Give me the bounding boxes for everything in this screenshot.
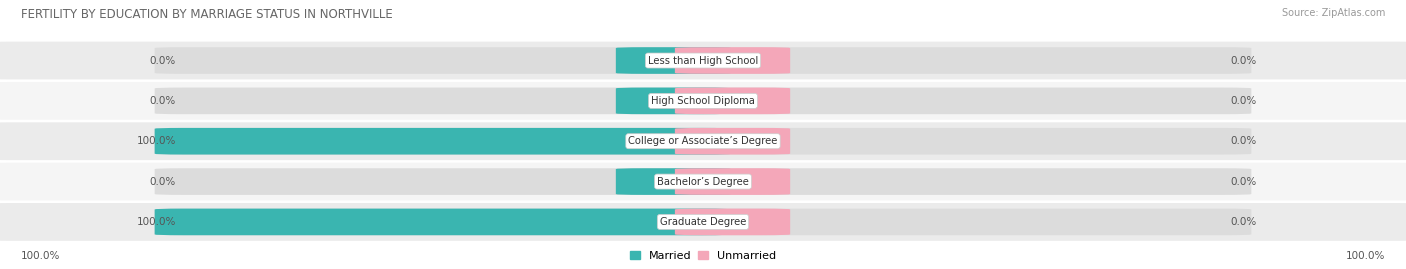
Legend: Married, Unmarried: Married, Unmarried xyxy=(630,251,776,261)
FancyBboxPatch shape xyxy=(155,168,1251,195)
Text: 100.0%: 100.0% xyxy=(136,136,176,146)
Text: Source: ZipAtlas.com: Source: ZipAtlas.com xyxy=(1281,8,1385,18)
FancyBboxPatch shape xyxy=(155,88,1251,114)
Text: 0.0%: 0.0% xyxy=(149,176,176,187)
Text: 0.0%: 0.0% xyxy=(149,96,176,106)
Text: 100.0%: 100.0% xyxy=(21,251,60,261)
Text: 0.0%: 0.0% xyxy=(1230,176,1257,187)
Text: High School Diploma: High School Diploma xyxy=(651,96,755,106)
FancyBboxPatch shape xyxy=(675,88,790,114)
Text: College or Associate’s Degree: College or Associate’s Degree xyxy=(628,136,778,146)
FancyBboxPatch shape xyxy=(155,128,731,154)
FancyBboxPatch shape xyxy=(0,82,1406,120)
FancyBboxPatch shape xyxy=(675,47,790,74)
FancyBboxPatch shape xyxy=(155,209,731,235)
FancyBboxPatch shape xyxy=(155,209,1251,235)
Text: 100.0%: 100.0% xyxy=(136,217,176,227)
Text: Graduate Degree: Graduate Degree xyxy=(659,217,747,227)
FancyBboxPatch shape xyxy=(616,47,731,74)
FancyBboxPatch shape xyxy=(0,203,1406,241)
Text: 0.0%: 0.0% xyxy=(1230,136,1257,146)
FancyBboxPatch shape xyxy=(0,122,1406,160)
FancyBboxPatch shape xyxy=(616,88,731,114)
Text: 0.0%: 0.0% xyxy=(1230,55,1257,66)
Text: FERTILITY BY EDUCATION BY MARRIAGE STATUS IN NORTHVILLE: FERTILITY BY EDUCATION BY MARRIAGE STATU… xyxy=(21,8,392,21)
Text: Less than High School: Less than High School xyxy=(648,55,758,66)
FancyBboxPatch shape xyxy=(675,168,790,195)
FancyBboxPatch shape xyxy=(0,42,1406,79)
Text: 0.0%: 0.0% xyxy=(1230,96,1257,106)
Text: 0.0%: 0.0% xyxy=(1230,217,1257,227)
FancyBboxPatch shape xyxy=(155,47,1251,74)
FancyBboxPatch shape xyxy=(675,128,790,154)
Text: Bachelor’s Degree: Bachelor’s Degree xyxy=(657,176,749,187)
FancyBboxPatch shape xyxy=(0,163,1406,200)
Text: 100.0%: 100.0% xyxy=(1346,251,1385,261)
FancyBboxPatch shape xyxy=(675,209,790,235)
FancyBboxPatch shape xyxy=(155,128,1251,154)
Text: 0.0%: 0.0% xyxy=(149,55,176,66)
FancyBboxPatch shape xyxy=(616,168,731,195)
